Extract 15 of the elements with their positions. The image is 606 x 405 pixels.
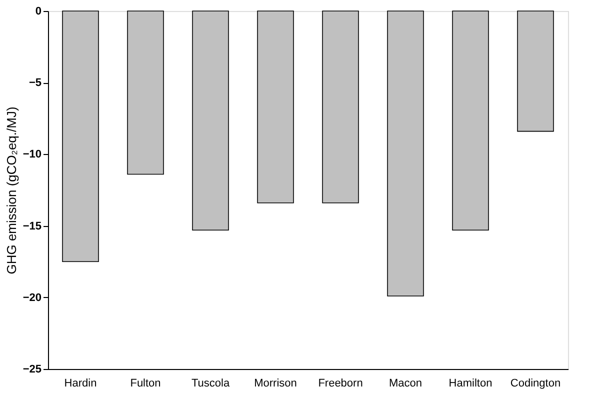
x-tick-label: Macon [388, 378, 422, 390]
y-axis-title: GHG emission (gCO₂eq./MJ) [4, 106, 19, 274]
x-tick-label: Tuscola [191, 378, 230, 390]
x-tick-label: Hardin [64, 378, 97, 390]
x-tick-label: Codington [510, 378, 561, 390]
x-tick-label: Morrison [254, 378, 297, 390]
x-tick-label: Fulton [130, 378, 161, 390]
y-tick-label: 0 [35, 6, 42, 18]
y-tick-label: −15 [22, 220, 42, 232]
y-tick-label: −10 [22, 148, 42, 161]
x-tick-label: Freeborn [318, 378, 363, 390]
x-tick-label: Hamilton [448, 378, 492, 390]
y-tick-label: −25 [22, 364, 42, 376]
y-tick-label: −5 [28, 77, 42, 90]
y-tick-label: −20 [22, 292, 42, 304]
